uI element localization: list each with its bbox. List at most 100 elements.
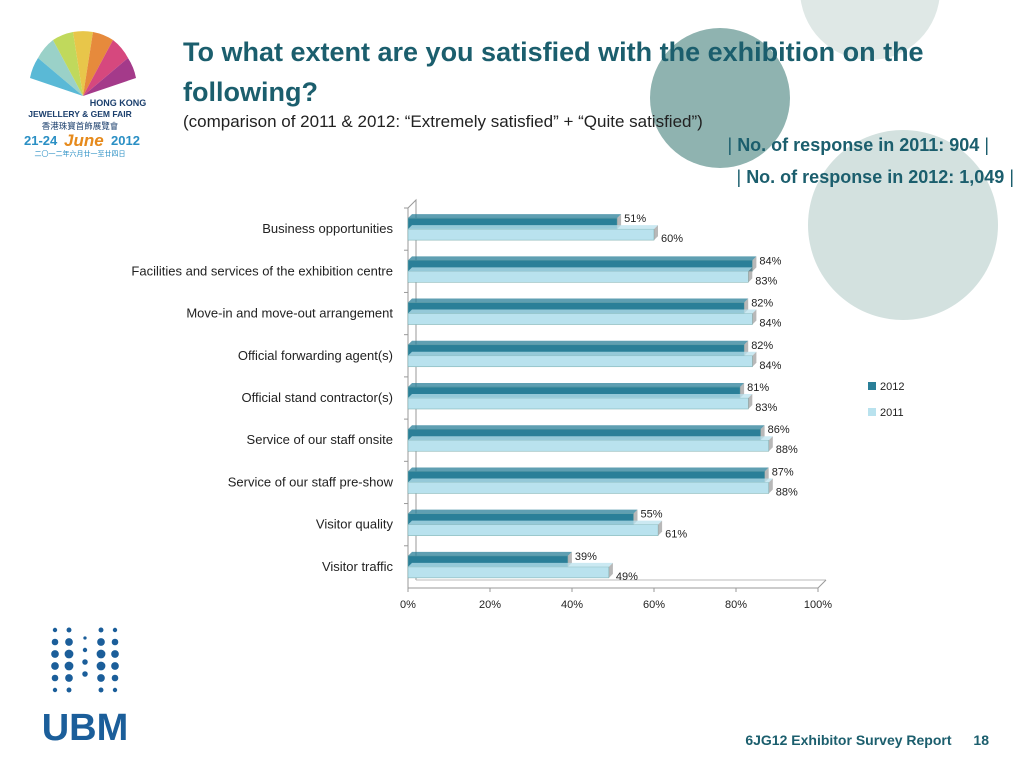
data-label-2011: 60% [661, 233, 683, 245]
ubm-dot [65, 674, 73, 682]
fair-logo: HONG KONG JEWELLERY & GEM FAIR 香港珠寶首飾展覽會… [24, 31, 146, 158]
bar-2011-face [407, 439, 770, 452]
data-label-2011: 88% [776, 444, 798, 456]
bar-2011-top [408, 478, 773, 483]
category-label: Visitor traffic [322, 559, 394, 574]
ubm-dot [111, 662, 119, 670]
ubm-dot [97, 674, 105, 682]
data-label-2011: 88% [776, 486, 798, 498]
ubm-dots-icon [51, 627, 119, 693]
category-label: Official forwarding agent(s) [238, 348, 393, 363]
ubm-dot [111, 674, 119, 682]
bar-2012-top [408, 467, 769, 472]
ubm-dot [111, 650, 119, 658]
ubm-dot [82, 671, 88, 677]
data-label-2011: 83% [755, 275, 777, 287]
bar-2012 [407, 340, 749, 357]
response-count-2011: | No. of response in 2011: 904 | [727, 135, 989, 156]
legend-label-2012: 2012 [880, 381, 904, 393]
data-label-2011: 83% [755, 402, 777, 414]
chart-bars [407, 214, 773, 579]
bar-2011-side [608, 562, 613, 578]
ubm-dot [112, 687, 118, 693]
ubm-dot [96, 649, 106, 659]
ubm-dot [51, 674, 59, 682]
data-label-2012: 81% [747, 382, 769, 394]
bar-2011-side [748, 394, 753, 409]
ubm-dot [52, 627, 58, 633]
logo-line3: 香港珠寶首飾展覽會 [42, 121, 119, 132]
ubm-dot [51, 650, 59, 658]
decorative-circle-teal [650, 28, 790, 168]
ubm-wordmark: UBM [42, 707, 129, 749]
bar-2011-top [408, 309, 757, 314]
bar-2012-top [408, 340, 749, 345]
data-label-2012: 82% [751, 340, 773, 352]
bar-2011-side [654, 225, 658, 241]
ubm-dot [65, 638, 73, 646]
ubm-dot [112, 627, 118, 633]
response-2011-text: No. of response in 2011: 904 [737, 135, 980, 155]
data-label-2012: 82% [751, 298, 773, 310]
bar-2011 [407, 309, 757, 325]
x-tick-label: 100% [804, 599, 832, 611]
bar-2011-top [408, 351, 757, 356]
bar-2011-top [408, 394, 753, 398]
response-2012-text: No. of response in 2012: 1,049 [746, 167, 1005, 187]
ubm-dot [51, 638, 59, 646]
bar-2012 [407, 214, 622, 230]
bar-2011 [407, 436, 773, 452]
bar-2011-top [408, 436, 773, 441]
decorative-circle-right [808, 130, 998, 320]
ubm-dot [98, 687, 104, 693]
bar-2012-top [408, 509, 638, 514]
bar-2011-face [407, 355, 753, 368]
ubm-dot [64, 661, 74, 671]
ubm-dot [82, 647, 88, 653]
divider-bar-left: | [736, 167, 742, 187]
category-label: Official stand contractor(s) [242, 390, 393, 405]
ubm-dot [111, 638, 119, 646]
bar-2011-face [407, 397, 749, 410]
legend-swatch-2012 [868, 382, 876, 390]
footer: 6JG12 Exhibitor Survey Report 18 [727, 732, 989, 748]
bar-2011-face [407, 566, 610, 579]
ubm-dot [96, 661, 106, 671]
data-label-2012: 39% [575, 551, 597, 563]
legend-swatch-2011 [868, 408, 876, 416]
bar-2012-top [408, 256, 757, 261]
bar-2011 [407, 562, 613, 579]
logo-chinese-dates: 二〇一二年六月廿一至廿四日 [35, 149, 126, 158]
bar-2011-face [407, 228, 655, 241]
category-label: Visitor quality [316, 517, 394, 532]
bar-2011-face [407, 313, 753, 325]
floor-right-edge [817, 579, 827, 589]
category-label: Service of our staff pre-show [228, 474, 394, 489]
fan-icon [30, 31, 136, 96]
x-tick-label: 60% [643, 599, 665, 611]
logo-line2: JEWELLERY & GEM FAIR [28, 109, 131, 119]
legend-label-2011: 2011 [880, 407, 904, 419]
data-label-2012: 84% [759, 255, 781, 267]
ubm-dot [82, 659, 88, 665]
data-label-2012: 87% [772, 466, 794, 478]
bar-2011-side [768, 436, 773, 452]
logo-dates: 21-24 [24, 133, 58, 148]
response-count-2012: | No. of response in 2012: 1,049 | [736, 167, 1014, 188]
bar-2011-face [407, 524, 659, 536]
data-label-2011: 61% [665, 529, 687, 541]
ubm-dot [64, 649, 74, 659]
bar-2011-side [752, 309, 757, 325]
bar-2012-side [752, 256, 757, 272]
logo-month: June [64, 131, 104, 150]
data-label-2012: 51% [624, 213, 646, 225]
bar-2011 [407, 520, 663, 536]
page-title: To what extent are you satisfied with th… [183, 37, 924, 107]
ubm-dot [52, 687, 58, 693]
bar-2011-side [748, 267, 753, 283]
ubm-dot [97, 638, 105, 646]
divider-bar-left: | [727, 135, 733, 155]
data-label-2011: 49% [616, 571, 638, 583]
satisfaction-bar-chart: 0% 20% 40% 60% 80% 100% Business opportunities… [131, 198, 904, 611]
footer-report-title: 6JG12 Exhibitor Survey Report [745, 732, 952, 748]
